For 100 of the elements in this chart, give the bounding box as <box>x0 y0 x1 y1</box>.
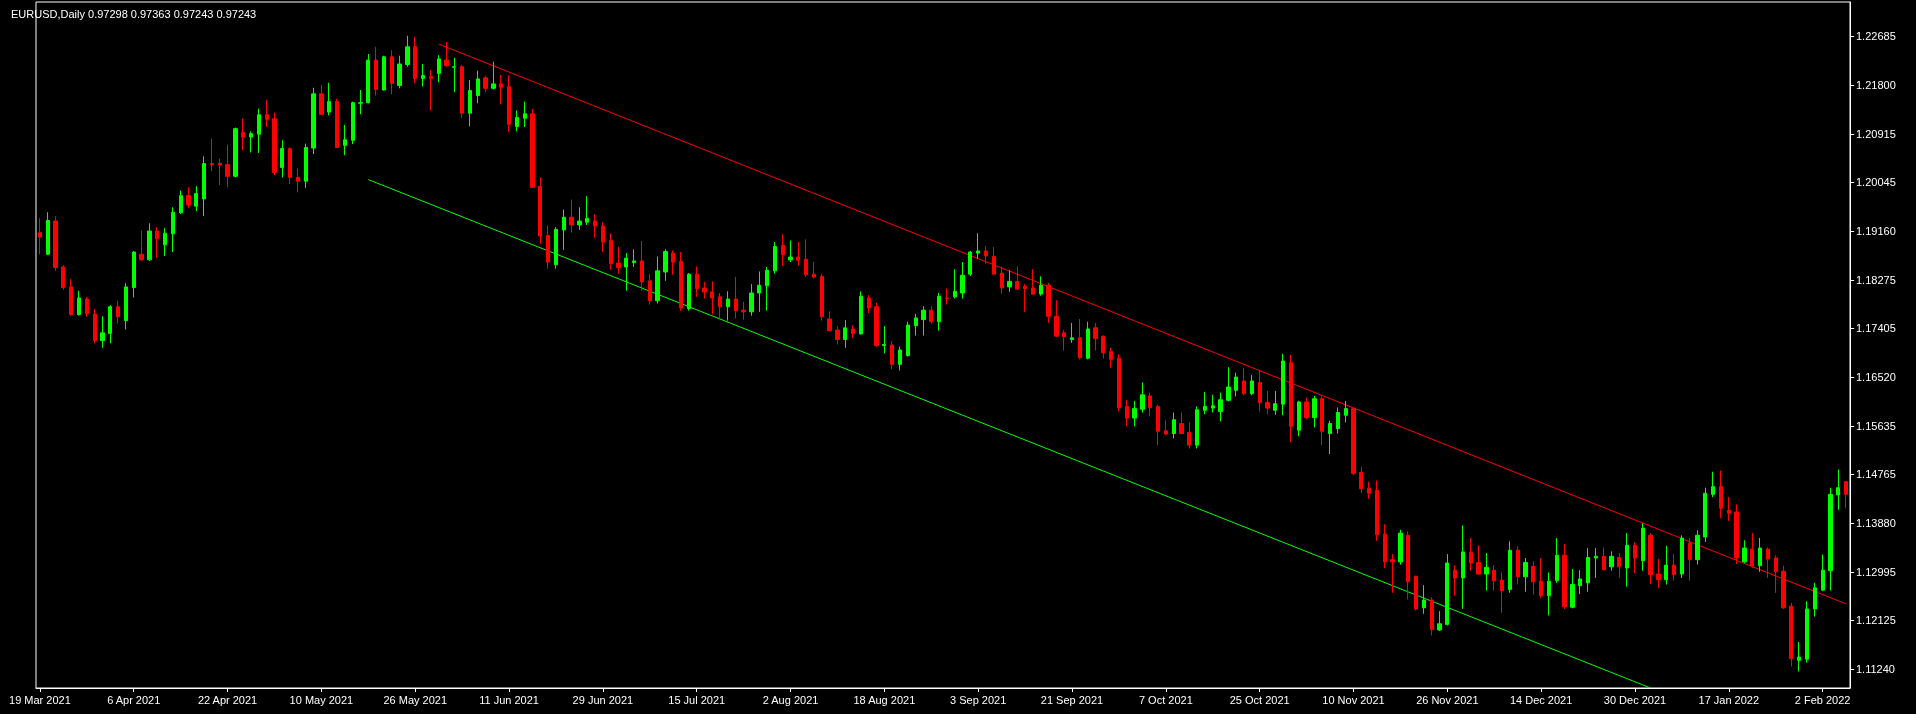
candlestick <box>288 147 292 185</box>
candlestick <box>1398 529 1403 566</box>
candlestick <box>1125 399 1129 427</box>
candlestick <box>1531 560 1535 595</box>
candlestick <box>210 138 214 172</box>
candlestick <box>116 300 120 324</box>
candlestick <box>1336 407 1340 435</box>
candlestick <box>1836 468 1840 511</box>
candlestick <box>397 55 402 89</box>
candlestick <box>382 55 386 92</box>
candlestick <box>1265 390 1270 415</box>
x-tick-label: 19 Mar 2021 <box>9 693 71 706</box>
candlestick <box>1750 532 1754 569</box>
candlestick <box>1508 540 1512 594</box>
y-tick-label: 1.12125 <box>1856 614 1896 627</box>
candlestick <box>1062 329 1066 352</box>
candlestick <box>827 310 832 332</box>
candlestick <box>179 190 183 215</box>
candlestick <box>757 270 761 313</box>
candlestick <box>1250 374 1254 396</box>
candlestick <box>53 215 58 272</box>
candlestick <box>1555 537 1559 584</box>
candlestick <box>710 280 714 316</box>
candlestick <box>601 221 605 253</box>
candlestick <box>804 238 808 278</box>
candlestick <box>1046 282 1051 324</box>
candlestick <box>1609 550 1614 572</box>
candlestick <box>77 290 81 317</box>
candlestick <box>1007 269 1012 293</box>
candlestick <box>46 211 50 256</box>
candlestick <box>1187 421 1191 449</box>
candlestick <box>1218 392 1223 422</box>
candlestick <box>265 99 269 128</box>
candlestick <box>1242 367 1246 396</box>
candlestick <box>960 261 965 300</box>
candlestick <box>937 292 941 332</box>
candlestick <box>1625 532 1629 588</box>
candlestick <box>1015 265 1019 291</box>
candlestick <box>546 225 550 270</box>
candlestick <box>1109 347 1113 369</box>
candlestick <box>1641 522 1645 572</box>
candlestick <box>1656 558 1661 589</box>
candlestick <box>1156 404 1160 446</box>
candlestick <box>351 101 355 145</box>
candlestick <box>569 199 574 234</box>
candlestick <box>554 226 558 270</box>
candlestick <box>1132 400 1137 427</box>
candlestick <box>1821 554 1825 592</box>
candlestick <box>437 54 441 83</box>
candlestick <box>1844 480 1848 509</box>
y-tick-label: 1.15635 <box>1856 420 1896 433</box>
candlestick <box>1688 537 1692 582</box>
candlestick <box>1602 546 1606 572</box>
candlestick <box>1500 571 1504 614</box>
candlestick <box>1648 532 1653 585</box>
candlestick <box>1492 564 1496 592</box>
candlestick <box>663 248 668 282</box>
candlestick <box>1805 600 1809 664</box>
candlestick <box>358 89 363 115</box>
candlestick <box>921 305 926 337</box>
candlestick <box>1664 545 1668 586</box>
candlestick <box>1148 392 1152 417</box>
candlestick <box>1211 394 1215 413</box>
candlestick <box>1140 382 1145 413</box>
candlestick <box>249 130 253 153</box>
candlestick <box>945 288 949 306</box>
candlestick <box>1070 322 1074 344</box>
candlestick <box>914 313 918 337</box>
candlestick <box>1078 318 1082 360</box>
candlestick <box>1461 524 1465 610</box>
candlestick <box>515 109 519 132</box>
candlestick <box>1367 481 1371 500</box>
candlestick <box>976 232 980 260</box>
candlestick <box>405 35 410 68</box>
candlestick <box>429 69 433 111</box>
candlestick <box>898 346 902 371</box>
candlestick <box>280 139 284 178</box>
y-tick-label: 1.20915 <box>1856 127 1896 140</box>
candlestick <box>1101 335 1105 359</box>
y-tick-label: 1.17405 <box>1856 322 1896 335</box>
candlestick <box>882 325 886 354</box>
x-tick-label: 26 May 2021 <box>383 693 448 706</box>
candlestick <box>671 249 675 276</box>
candlestick <box>93 308 97 344</box>
candlestick <box>1516 545 1520 586</box>
x-tick-label: 3 Sep 2021 <box>950 693 1007 706</box>
candlestick <box>1828 487 1833 592</box>
candlestick <box>1117 353 1121 412</box>
candlestick <box>1031 268 1035 296</box>
candlestick <box>139 229 144 262</box>
x-tick-label: 30 Dec 2021 <box>1603 693 1667 706</box>
candlestick <box>1789 602 1793 667</box>
candlestick <box>523 101 527 128</box>
candlestick <box>929 305 933 324</box>
candlestick <box>1054 299 1059 338</box>
candlestick <box>890 340 894 370</box>
candlestick <box>702 281 707 300</box>
candlestick <box>984 245 988 265</box>
candlestick <box>69 278 73 317</box>
candlestick <box>108 304 112 344</box>
